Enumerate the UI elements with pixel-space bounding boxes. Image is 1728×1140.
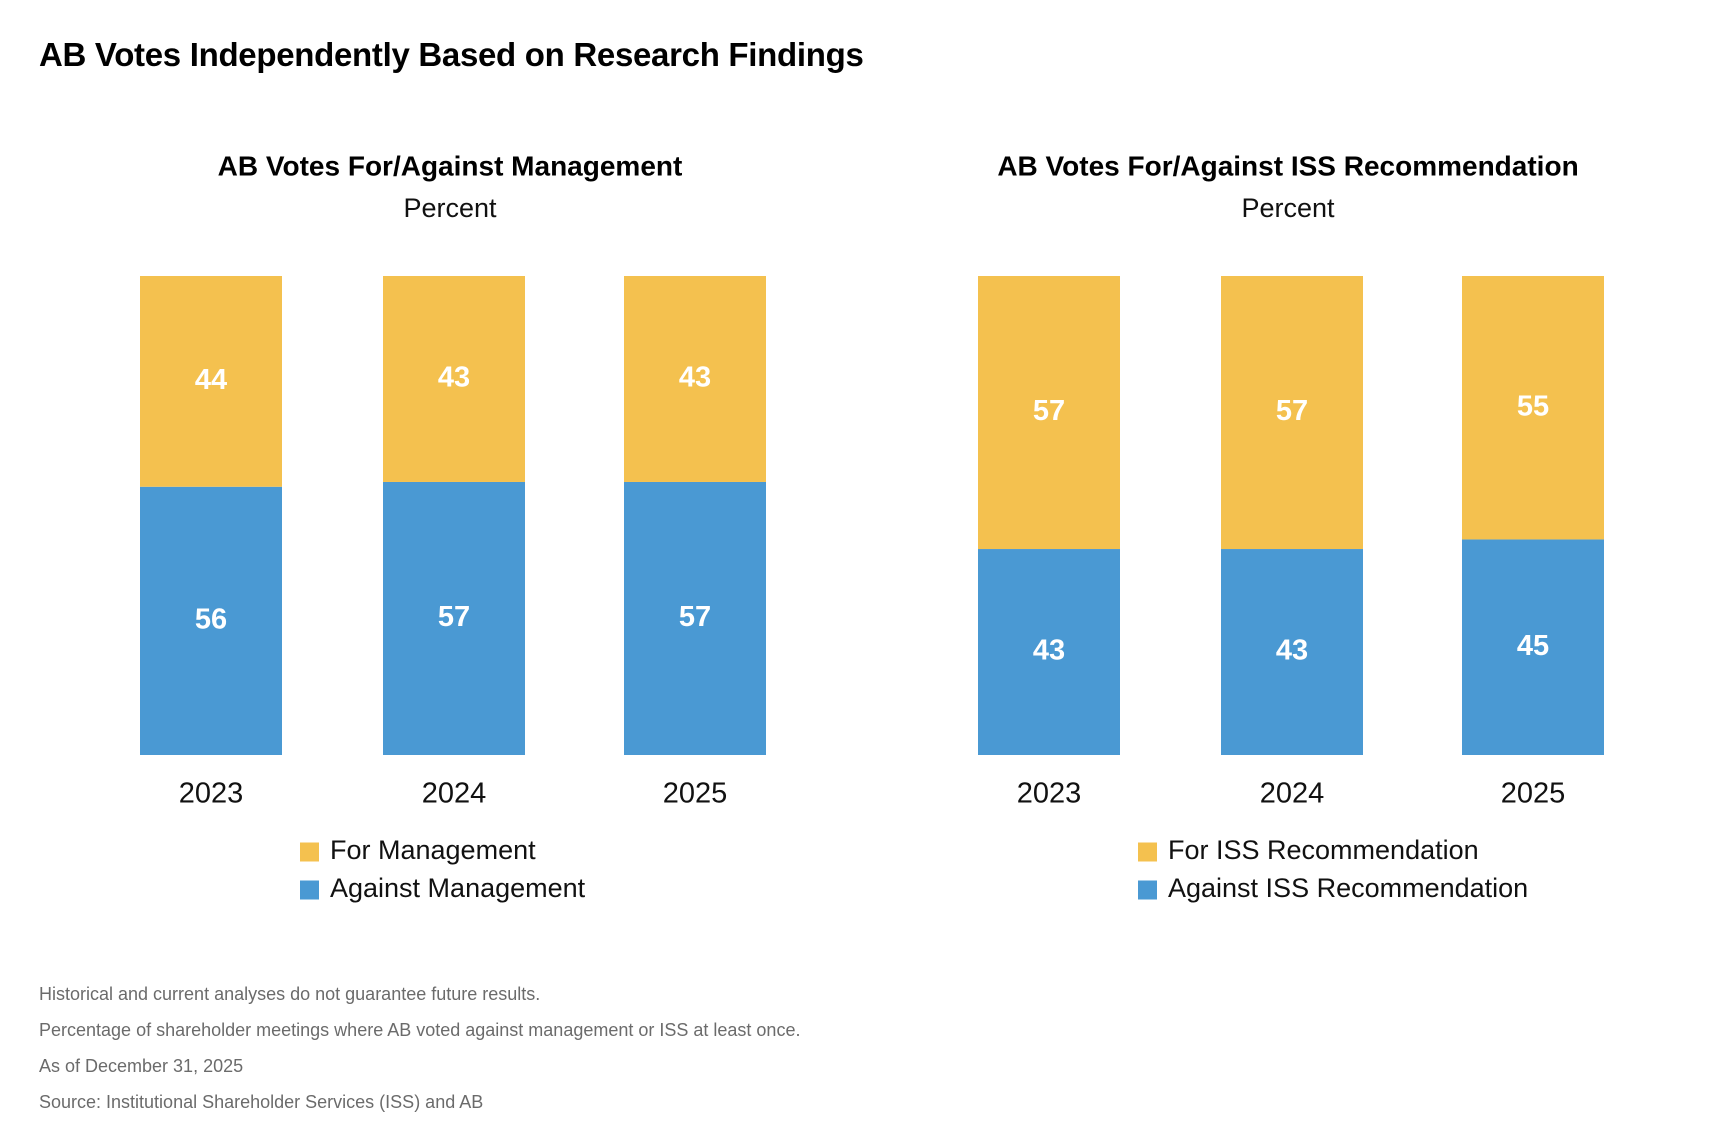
footnote-definition: Percentage of shareholder meetings where… (39, 1020, 801, 1040)
x-tick-label-2024: 2024 (1260, 778, 1325, 810)
chart-title: AB Votes For/Against Management (218, 150, 683, 181)
legend-label-against-iss-recommendation: Against ISS Recommendation (1168, 873, 1528, 903)
bar-against-iss-recommendation-2023 (978, 549, 1120, 755)
footnotes: Historical and current analyses do not g… (39, 976, 800, 1120)
legend-swatch-for-iss-recommendation (1138, 842, 1157, 862)
footnote-disclaimer: Historical and current analyses do not g… (39, 984, 541, 1004)
data-label-against-management-2024: 57 (438, 601, 470, 633)
bar-for-iss-recommendation-2025 (1462, 276, 1604, 540)
legend-label-for-iss-recommendation: For ISS Recommendation (1168, 835, 1479, 865)
chart-iss-svg: AB Votes For/Against ISS Recommendation P… (978, 150, 1604, 903)
chart-panel-iss: AB Votes For/Against ISS Recommendation P… (928, 140, 1648, 920)
bar-against-management-2024 (383, 481, 525, 755)
data-label-for-iss-recommendation-2025: 55 (1517, 390, 1549, 422)
x-tick-label-2023: 2023 (179, 778, 244, 810)
data-label-against-management-2025: 57 (679, 601, 711, 633)
bar-for-management-2025 (624, 276, 766, 482)
legend-swatch-for-management (300, 842, 319, 862)
bar-against-management-2023 (140, 486, 282, 755)
bar-for-iss-recommendation-2024 (1221, 276, 1363, 550)
legend-swatch-against-management (300, 880, 319, 900)
page-title: AB Votes Independently Based on Research… (39, 36, 864, 73)
x-tick-label-2025: 2025 (1501, 778, 1566, 810)
chart-management-svg: AB Votes For/Against Management Percent 56… (140, 150, 766, 903)
x-tick-label-2024: 2024 (422, 778, 487, 810)
data-label-against-management-2023: 56 (195, 604, 227, 636)
data-label-for-iss-recommendation-2024: 57 (1276, 395, 1308, 427)
data-label-for-management-2025: 43 (679, 362, 711, 394)
chart-title: AB Votes For/Against ISS Recommendation (997, 150, 1578, 181)
data-label-for-management-2023: 44 (195, 364, 227, 396)
bar-against-iss-recommendation-2024 (1221, 549, 1363, 755)
data-label-for-iss-recommendation-2023: 57 (1033, 395, 1065, 427)
data-label-against-iss-recommendation-2023: 43 (1033, 635, 1065, 667)
data-label-for-management-2024: 43 (438, 362, 470, 394)
chart-panel-management: AB Votes For/Against Management Percent 56… (90, 140, 810, 920)
footnote-source: Source: Institutional Shareholder Servic… (39, 1092, 484, 1112)
data-label-against-iss-recommendation-2025: 45 (1517, 630, 1549, 662)
x-tick-label-2023: 2023 (1017, 778, 1082, 810)
bar-for-management-2024 (383, 276, 525, 482)
bar-for-iss-recommendation-2023 (978, 276, 1120, 550)
bar-for-management-2023 (140, 276, 282, 487)
legend-swatch-against-iss-recommendation (1138, 880, 1157, 900)
data-label-against-iss-recommendation-2024: 43 (1276, 635, 1308, 667)
footnote-date: As of December 31, 2025 (39, 1056, 244, 1076)
x-tick-label-2025: 2025 (663, 778, 728, 810)
chart-subtitle: Percent (403, 193, 497, 223)
legend-label-for-management: For Management (330, 835, 536, 865)
chart-subtitle: Percent (1241, 193, 1335, 223)
bar-against-management-2025 (624, 481, 766, 755)
bar-against-iss-recommendation-2025 (1462, 539, 1604, 755)
legend-label-against-management: Against Management (330, 873, 586, 903)
